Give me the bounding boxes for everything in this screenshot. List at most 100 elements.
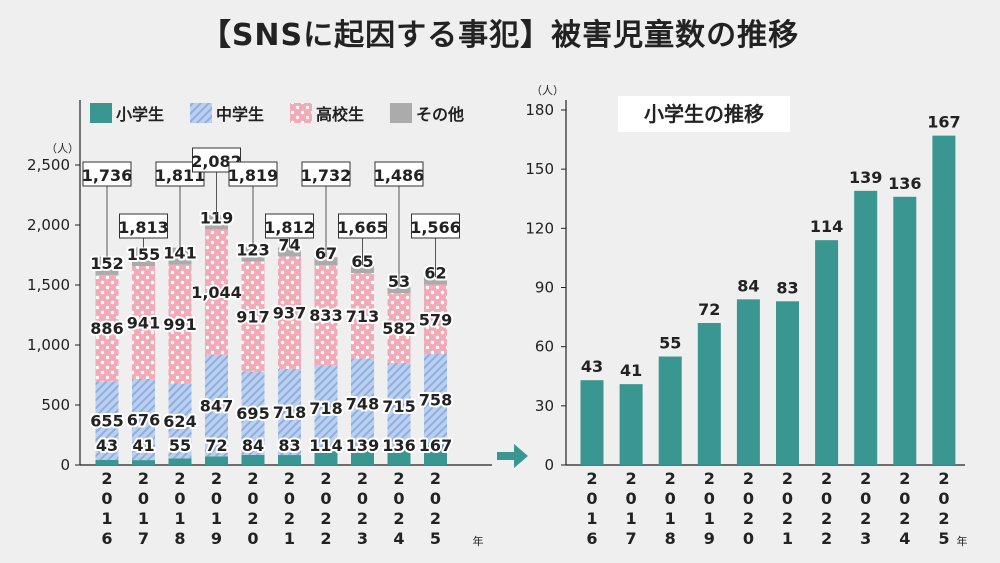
total-box — [411, 213, 460, 239]
x-tick-label-char: 0 — [743, 529, 754, 548]
x-tick-label-char: 6 — [586, 529, 597, 548]
bar-middle — [241, 371, 265, 455]
bar-high — [278, 256, 301, 369]
value-label: 55 — [659, 334, 681, 353]
bar-elementary-trend — [619, 384, 643, 465]
bar-middle — [351, 358, 374, 449]
x-tick-label-char: 1 — [626, 509, 637, 528]
x-tick-label-char: 2 — [626, 469, 637, 488]
value-label: 43 — [581, 357, 603, 376]
value-label: 655 — [90, 412, 123, 431]
x-tick-label-char: 1 — [586, 509, 597, 528]
x-tick-label-char: 2 — [247, 469, 258, 488]
x-tick-label-char: 1 — [665, 509, 676, 528]
bar-high — [132, 266, 155, 379]
bar-high — [314, 265, 338, 366]
x-tick-label-char: 0 — [899, 489, 910, 508]
value-label: 991 — [163, 315, 196, 334]
total-box — [301, 161, 351, 187]
bar-elementary-trend — [932, 135, 956, 465]
bar-elementary — [278, 455, 301, 465]
transition-arrow-icon — [497, 444, 528, 468]
bar-other — [205, 215, 228, 230]
value-label: 72 — [698, 300, 720, 319]
value-label: 748 — [346, 394, 379, 413]
bar-middle — [278, 368, 301, 456]
x-tick-label-char: 1 — [211, 509, 222, 528]
bar-elementary-trend — [697, 323, 721, 465]
value-label: 141 — [163, 244, 196, 263]
value-label: 167 — [419, 436, 452, 455]
x-tick-label-char: 2 — [284, 509, 295, 528]
x-tick-label-char: 2 — [393, 469, 404, 488]
value-label: 676 — [127, 411, 160, 430]
value-label: 84 — [737, 276, 759, 295]
legend-swatch-high — [290, 103, 312, 123]
value-label: 715 — [382, 397, 415, 416]
x-tick-label-char: 2 — [782, 509, 793, 528]
total-box — [82, 161, 132, 187]
bar-high — [95, 274, 119, 382]
bar-elementary-trend — [736, 299, 760, 465]
value-label: 139 — [346, 436, 379, 455]
x-tick-label-char: 2 — [821, 469, 832, 488]
x-tick-label-char: 1 — [174, 509, 185, 528]
x-tick-label-char: 4 — [899, 529, 910, 548]
left-year-suffix: 年 — [473, 534, 484, 548]
bar-high — [168, 264, 192, 384]
x-tick-label-char: 0 — [626, 489, 637, 508]
left-y-tick-label: 1,000 — [27, 336, 70, 354]
bar-middle — [205, 354, 228, 457]
x-tick-label-char: 2 — [938, 509, 949, 528]
x-tick-label-char: 2 — [174, 469, 185, 488]
bar-middle — [387, 362, 411, 449]
x-tick-label-char: 0 — [782, 489, 793, 508]
x-tick-label-char: 2 — [899, 469, 910, 488]
x-tick-label-char: 3 — [860, 529, 871, 548]
value-label: 833 — [309, 306, 342, 325]
x-tick-label-char: 2 — [782, 469, 793, 488]
total-box — [228, 161, 278, 187]
value-label: 136 — [888, 174, 921, 193]
x-tick-label-char: 5 — [430, 529, 441, 548]
bar-middle — [132, 378, 155, 461]
x-tick-label-char: 2 — [211, 469, 222, 488]
right-y-tick-label: 90 — [535, 279, 554, 297]
bar-elementary-trend — [658, 356, 682, 465]
bar-other — [95, 256, 119, 275]
bar-high — [241, 261, 265, 372]
value-label: 83 — [776, 278, 798, 297]
x-tick-label-char: 8 — [174, 529, 185, 548]
bar-elementary — [351, 448, 374, 465]
x-tick-label-char: 2 — [743, 469, 754, 488]
x-tick-label-char: 2 — [320, 529, 331, 548]
right-y-tick-label: 60 — [535, 338, 554, 356]
value-label: 167 — [927, 113, 960, 132]
x-tick-label-char: 2 — [357, 509, 368, 528]
x-tick-label-char: 2 — [320, 509, 331, 528]
x-tick-label-char: 2 — [586, 469, 597, 488]
x-tick-label-char: 5 — [938, 529, 949, 548]
value-label: 55 — [169, 436, 191, 455]
value-label: 41 — [132, 436, 154, 455]
x-tick-label-char: 2 — [357, 469, 368, 488]
bar-high — [387, 293, 411, 363]
right-y-tick-label: 0 — [544, 456, 554, 474]
bar-other — [314, 257, 338, 266]
x-tick-label-char: 7 — [138, 529, 149, 548]
x-tick-label-char: 9 — [704, 529, 715, 548]
x-tick-label-char: 0 — [860, 489, 871, 508]
value-label: 83 — [278, 436, 300, 455]
x-tick-label-char: 0 — [211, 489, 222, 508]
bar-elementary — [241, 454, 265, 465]
bar-elementary-trend — [580, 380, 604, 465]
x-tick-label-char: 2 — [284, 469, 295, 488]
bar-elementary — [205, 456, 228, 465]
x-tick-label-char: 2 — [743, 509, 754, 528]
x-tick-label-char: 2 — [938, 469, 949, 488]
value-label: 713 — [346, 307, 379, 326]
bar-elementary — [132, 460, 155, 465]
bar-other — [241, 246, 265, 262]
bar-middle — [95, 381, 119, 460]
